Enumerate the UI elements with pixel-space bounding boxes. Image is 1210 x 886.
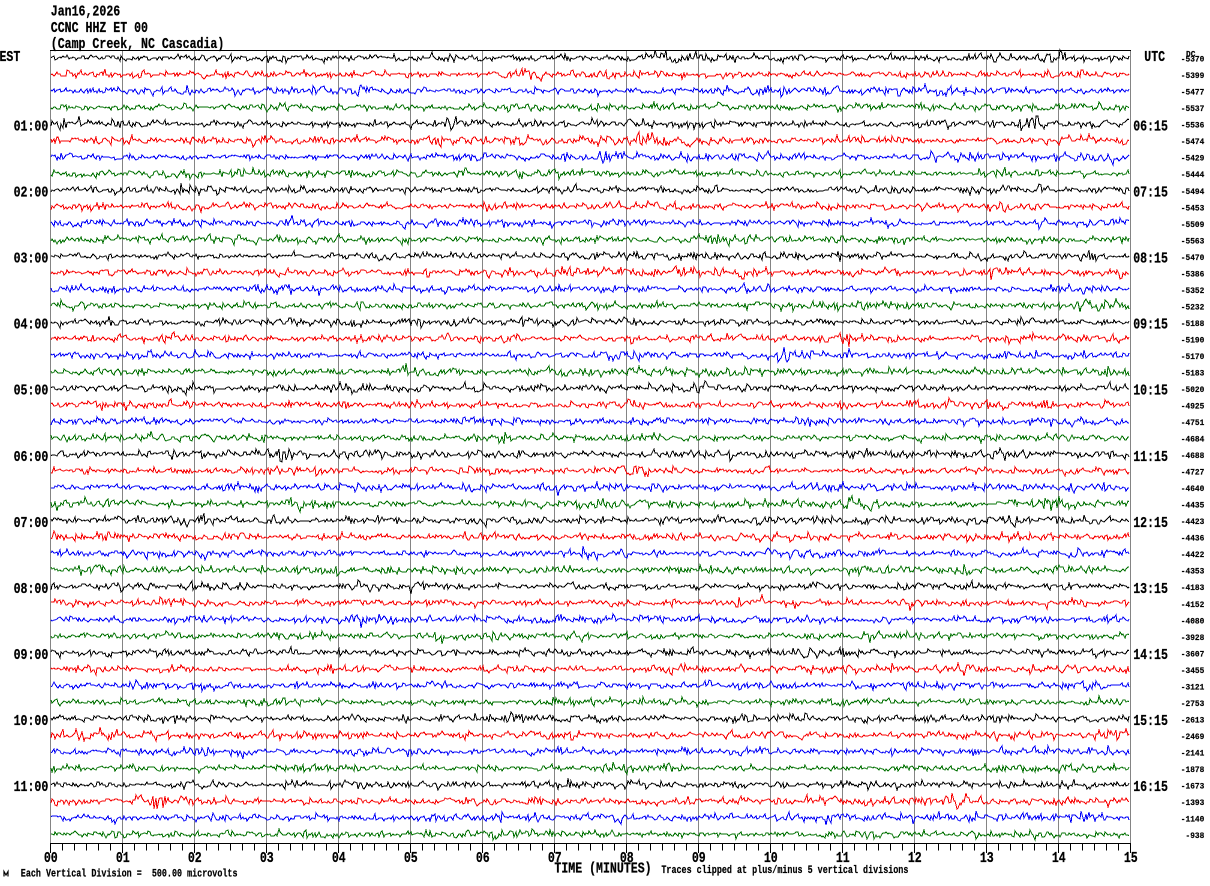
svg-text:-4640: -4640: [1181, 484, 1205, 494]
svg-text:-5232: -5232: [1181, 302, 1205, 312]
svg-text:-5537: -5537: [1181, 104, 1205, 114]
svg-text:Traces clipped at plus/minus 5: Traces clipped at plus/minus 5 vertical …: [661, 865, 908, 877]
svg-text:-5183: -5183: [1181, 368, 1205, 378]
svg-text:-5474: -5474: [1181, 137, 1205, 147]
svg-text:CCNC HHZ ET 00: CCNC HHZ ET 00: [51, 21, 148, 37]
svg-text:01:00: 01:00: [14, 119, 49, 135]
svg-text:10:00: 10:00: [14, 714, 49, 730]
svg-text:07: 07: [548, 851, 562, 867]
svg-text:07:15: 07:15: [1133, 185, 1168, 201]
svg-text:-4751: -4751: [1181, 418, 1205, 428]
svg-text:05:00: 05:00: [14, 384, 49, 400]
svg-text:-3455: -3455: [1181, 666, 1205, 676]
svg-text:06:00: 06:00: [14, 450, 49, 466]
svg-text:08:15: 08:15: [1133, 252, 1168, 268]
svg-text:Jan16,2026: Jan16,2026: [51, 5, 120, 21]
svg-text:10:15: 10:15: [1133, 384, 1168, 400]
svg-text:-5429: -5429: [1181, 154, 1205, 164]
svg-text:07:00: 07:00: [14, 516, 49, 532]
svg-text:-5477: -5477: [1181, 88, 1205, 98]
svg-text:-4925: -4925: [1181, 402, 1205, 412]
svg-text:-5399: -5399: [1181, 71, 1205, 81]
svg-text:EST: EST: [0, 50, 21, 66]
svg-text:-4436: -4436: [1181, 534, 1205, 544]
svg-text:11:00: 11:00: [14, 780, 49, 796]
svg-text:-2753: -2753: [1181, 699, 1205, 709]
svg-text:-3928: -3928: [1181, 633, 1205, 643]
svg-text:16:15: 16:15: [1133, 780, 1168, 796]
svg-text:-1140: -1140: [1181, 815, 1205, 825]
svg-text:-5453: -5453: [1181, 203, 1205, 213]
svg-text:-5563: -5563: [1181, 236, 1205, 246]
svg-text:-2613: -2613: [1181, 715, 1205, 725]
svg-text:-4684: -4684: [1181, 435, 1205, 445]
svg-text:-5536: -5536: [1181, 121, 1205, 131]
svg-text:-4727: -4727: [1181, 468, 1205, 478]
svg-text:-2141: -2141: [1181, 748, 1205, 758]
svg-text:DC: DC: [1186, 49, 1195, 59]
svg-text:09: 09: [692, 851, 706, 867]
svg-text:10: 10: [764, 851, 778, 867]
svg-text:-5188: -5188: [1181, 319, 1205, 329]
svg-text:12: 12: [908, 851, 922, 867]
svg-text:09:00: 09:00: [14, 648, 49, 664]
svg-text:13: 13: [980, 851, 994, 867]
svg-text:-3607: -3607: [1181, 649, 1205, 659]
svg-text:-4353: -4353: [1181, 567, 1205, 577]
svg-text:-5352: -5352: [1181, 286, 1205, 296]
svg-text:-2469: -2469: [1181, 732, 1205, 742]
svg-text:-5494: -5494: [1181, 187, 1205, 197]
svg-text:04:00: 04:00: [14, 318, 49, 334]
svg-text:-1673: -1673: [1181, 781, 1205, 791]
svg-text:-4422: -4422: [1181, 550, 1205, 560]
svg-text:Each Vertical Division = 500.: Each Vertical Division = 500.00 microvol…: [21, 868, 238, 880]
svg-text:06:15: 06:15: [1133, 119, 1168, 135]
svg-text:-5509: -5509: [1181, 220, 1205, 230]
svg-text:08: 08: [620, 851, 634, 867]
svg-text:12:15: 12:15: [1133, 516, 1168, 532]
svg-text:-5386: -5386: [1181, 269, 1205, 279]
svg-text:-4152: -4152: [1181, 600, 1205, 610]
svg-text:TIME (MINUTES): TIME (MINUTES): [554, 862, 651, 878]
svg-text:-3121: -3121: [1181, 682, 1205, 692]
svg-text:-5020: -5020: [1181, 385, 1205, 395]
svg-text:02: 02: [188, 851, 202, 867]
svg-text:-4423: -4423: [1181, 517, 1205, 527]
svg-text:11:15: 11:15: [1133, 450, 1168, 466]
svg-text:03:00: 03:00: [14, 252, 49, 268]
svg-text:-4080: -4080: [1181, 616, 1205, 626]
svg-text:00: 00: [44, 851, 58, 867]
svg-text:01: 01: [116, 851, 130, 867]
svg-text:14:15: 14:15: [1133, 648, 1168, 664]
svg-text:11: 11: [836, 851, 850, 867]
svg-text:-4183: -4183: [1181, 583, 1205, 593]
svg-text:05: 05: [404, 851, 418, 867]
svg-text:-5170: -5170: [1181, 352, 1205, 362]
svg-text:06: 06: [476, 851, 490, 867]
svg-text:-5190: -5190: [1181, 335, 1205, 345]
svg-text:-1393: -1393: [1181, 798, 1205, 808]
svg-text:-4435: -4435: [1181, 501, 1205, 511]
svg-text:-5370: -5370: [1181, 55, 1205, 65]
svg-text:-938: -938: [1186, 831, 1205, 841]
svg-text:-1878: -1878: [1181, 765, 1205, 775]
svg-text:-5444: -5444: [1181, 170, 1205, 180]
svg-text:09:15: 09:15: [1133, 318, 1168, 334]
svg-text:03: 03: [260, 851, 274, 867]
svg-text:(Camp Creek, NC Cascadia): (Camp Creek, NC Cascadia): [51, 37, 225, 53]
svg-text:02:00: 02:00: [14, 185, 49, 201]
svg-text:15:15: 15:15: [1133, 714, 1168, 730]
svg-text:04: 04: [332, 851, 346, 867]
svg-text:-4688: -4688: [1181, 451, 1205, 461]
svg-text:15: 15: [1124, 851, 1138, 867]
svg-text:-5470: -5470: [1181, 253, 1205, 263]
svg-text:13:15: 13:15: [1133, 582, 1168, 598]
svg-text:08:00: 08:00: [14, 582, 49, 598]
svg-text:14: 14: [1052, 851, 1066, 867]
svg-text:UTC: UTC: [1144, 50, 1165, 66]
